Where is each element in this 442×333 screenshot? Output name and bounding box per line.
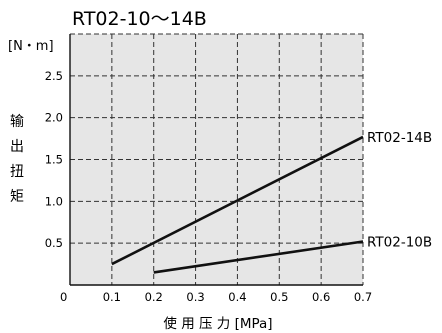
y-tick-label: 2.5 — [45, 69, 63, 83]
x-tick-label: 0.2 — [145, 290, 163, 304]
series-line — [111, 135, 364, 266]
y-axis-label-char: 矩 — [10, 189, 24, 205]
y-tick-label: 1.0 — [45, 194, 63, 208]
chart-title: RT02-10～14B — [72, 8, 207, 30]
y-axis-label-char: 扭 — [10, 164, 24, 180]
y-tick-label: 2.0 — [45, 111, 63, 125]
x-tick-label: 0.4 — [228, 290, 246, 304]
grid — [70, 33, 364, 285]
x-tick-label: 0.7 — [354, 290, 372, 304]
series-label: RT02-14B — [367, 130, 432, 146]
x-tick-label: 0.3 — [186, 290, 204, 304]
y-tick-label: 0.5 — [45, 236, 63, 250]
x-tick-label: 0.5 — [270, 290, 288, 304]
x-tick-label: 0.6 — [312, 290, 330, 304]
y-axis-label-char: 出 — [10, 139, 24, 155]
y-axis-unit: [N・m] — [8, 39, 54, 54]
y-axis-label-char: 输 — [10, 114, 24, 130]
series-label: RT02-10B — [367, 234, 432, 250]
origin-label: 0 — [60, 290, 67, 304]
series-line — [153, 240, 364, 274]
x-tick-label: 0.1 — [103, 290, 121, 304]
series-lines: RT02-14B RT02-10B — [111, 130, 432, 274]
axes — [69, 34, 363, 286]
tick-labels: 0.1 0.2 0.3 0.4 0.5 0.6 0.7 0.5 1.0 1.5 2.0 2.5 — [45, 69, 372, 304]
x-axis-label: 使 用 压 力 [MPa] — [163, 315, 272, 332]
y-tick-label: 1.5 — [45, 153, 63, 167]
